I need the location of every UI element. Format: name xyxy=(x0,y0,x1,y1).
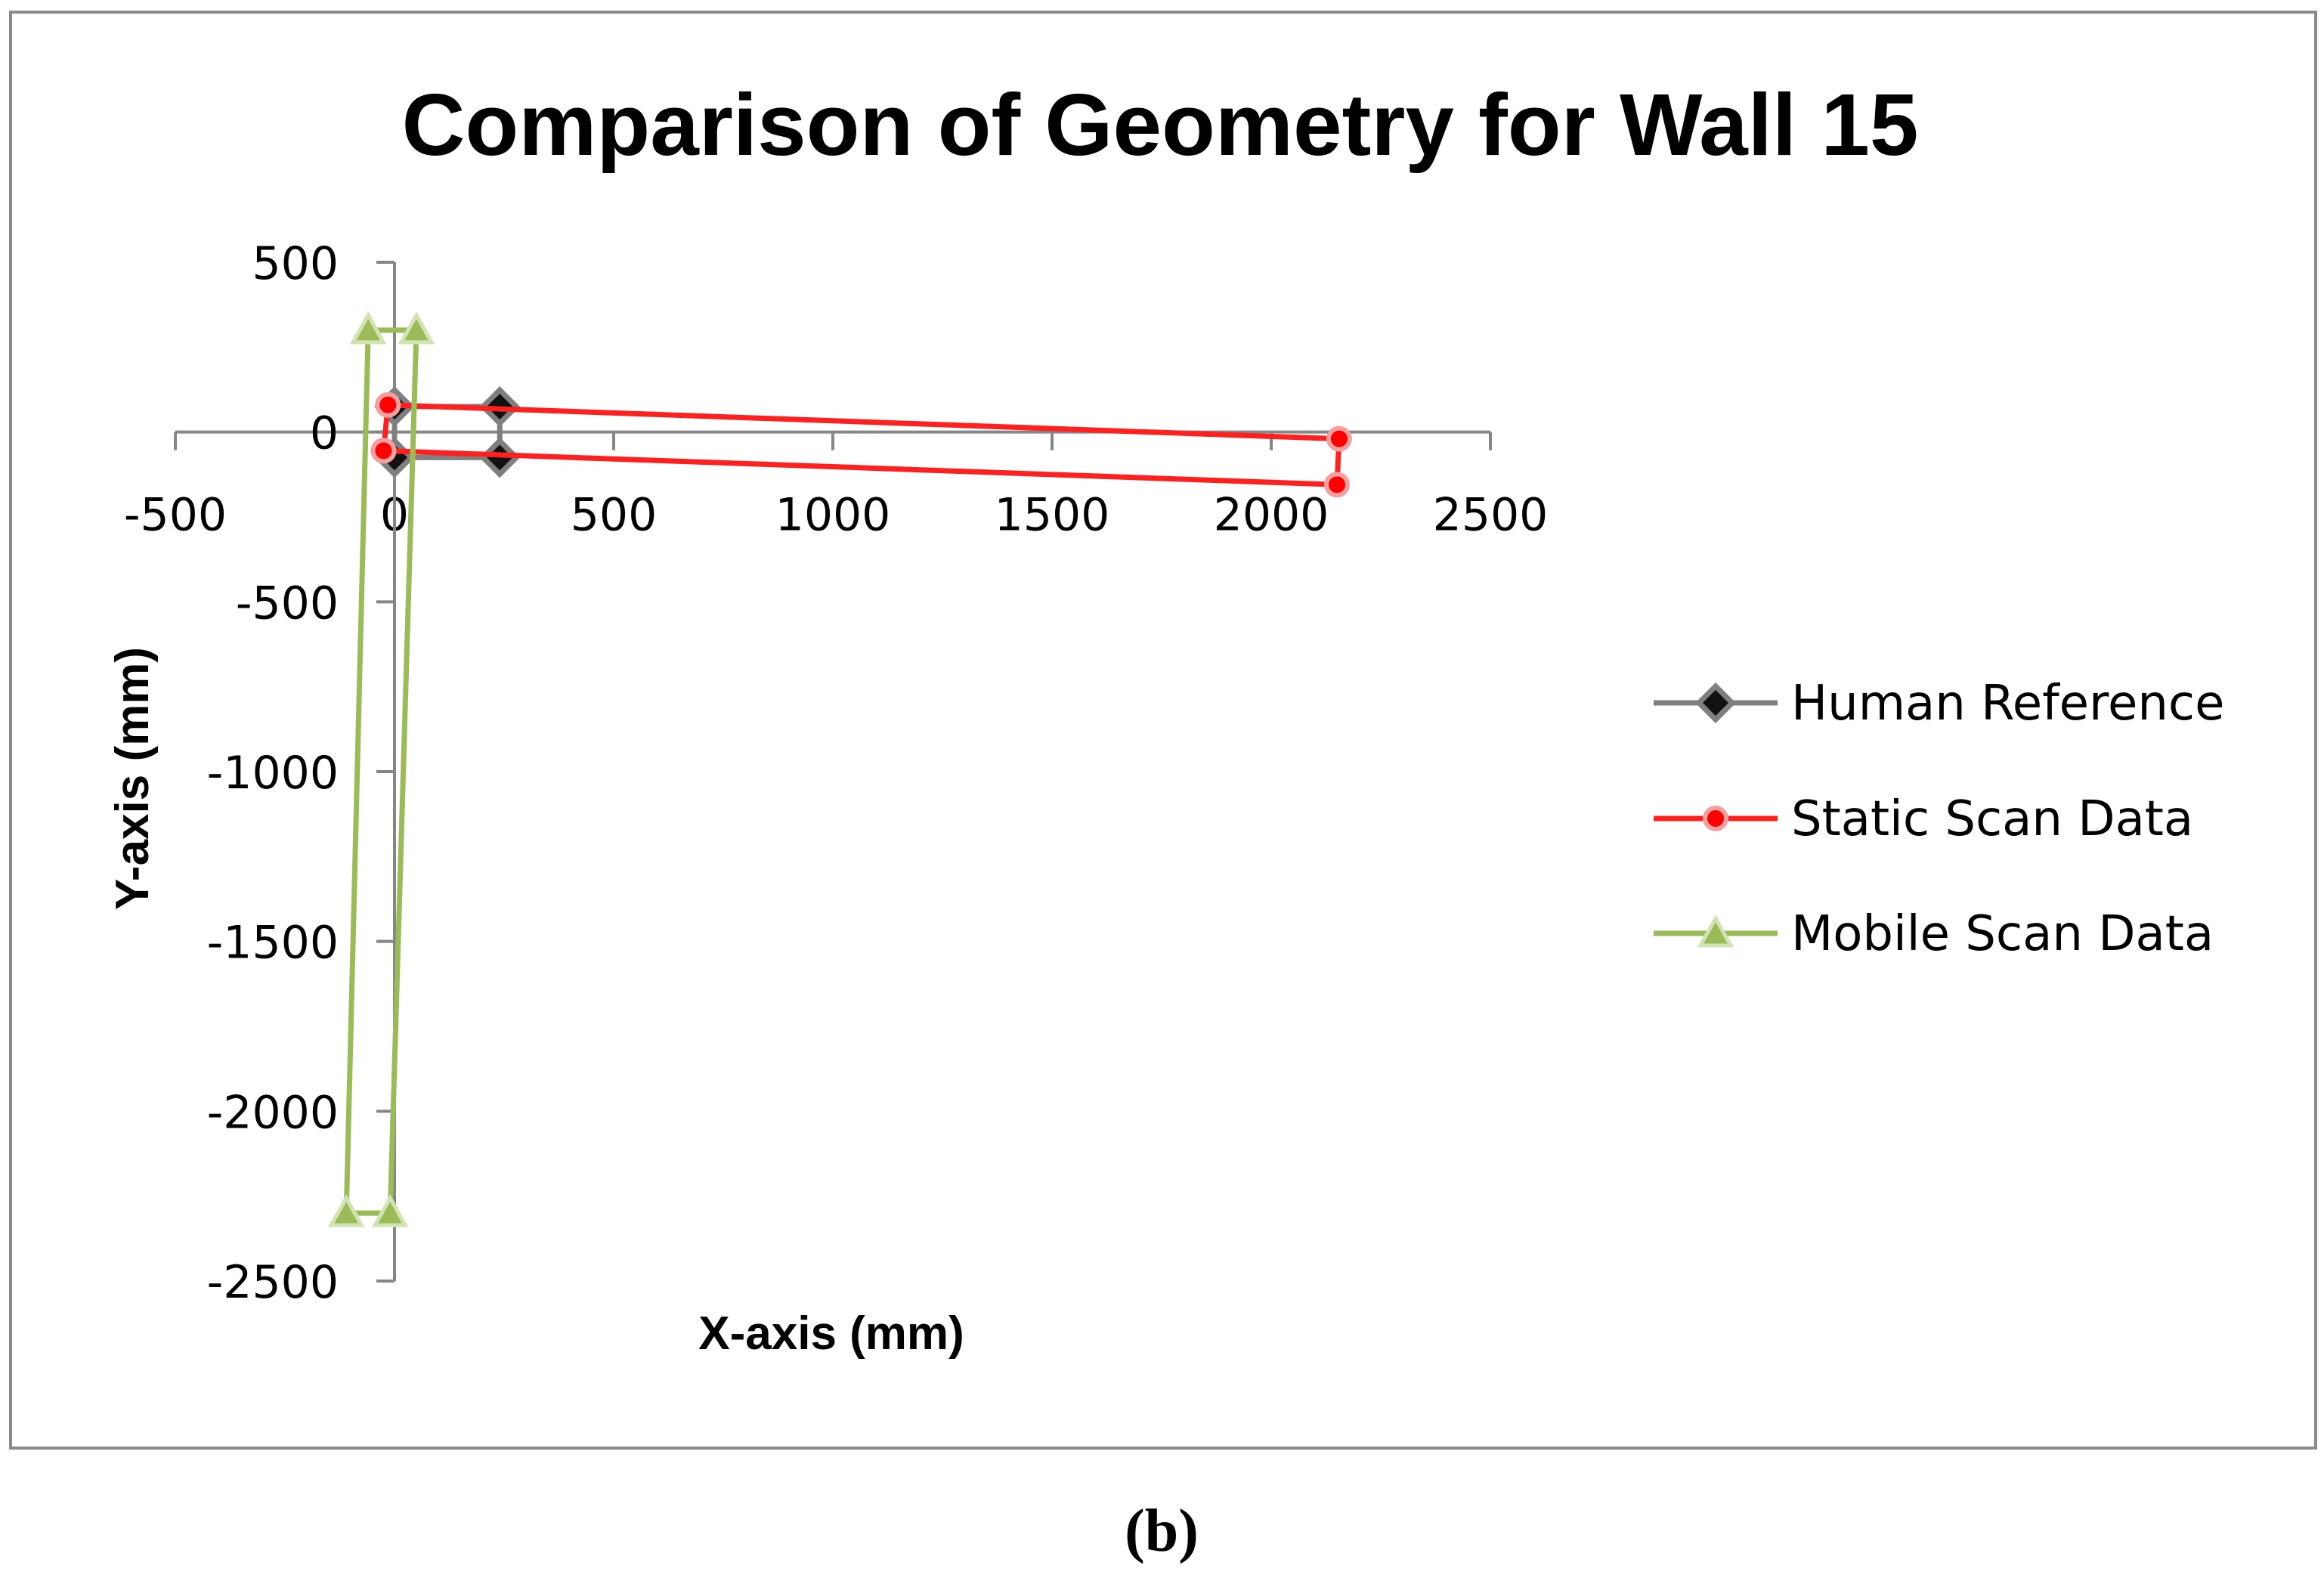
x-tick-label: -500 xyxy=(124,489,227,542)
y-tick-label: -1000 xyxy=(207,747,339,800)
series-static-scan-data xyxy=(370,391,1352,498)
legend-entry: Human Reference xyxy=(1654,676,2224,732)
chart-title: Comparison of Geometry for Wall 15 xyxy=(402,76,1919,174)
legend-label: Human Reference xyxy=(1791,676,2224,732)
x-tick-label: 2000 xyxy=(1214,489,1329,542)
legend-entry: Mobile Scan Data xyxy=(1654,906,2214,962)
data-point xyxy=(349,311,387,345)
figure-caption: (b) xyxy=(1125,1498,1199,1564)
legend-marker xyxy=(1695,682,1736,723)
data-point xyxy=(370,438,397,464)
y-tick-label: -500 xyxy=(236,577,339,630)
y-tick-label: 500 xyxy=(252,237,339,290)
y-tick-label: -2500 xyxy=(207,1256,339,1309)
legend-entry: Static Scan Data xyxy=(1654,791,2193,847)
y-tick-label: -1500 xyxy=(207,917,339,970)
data-point xyxy=(327,1193,365,1227)
legend-marker xyxy=(1697,914,1734,948)
legend-marker xyxy=(1703,806,1728,831)
axes: -500 0 500 1000 1500 2000 25005000-500-1000-15… xyxy=(124,237,1548,1309)
x-tick-label: 1500 xyxy=(995,489,1110,542)
x-tick-label: 2500 xyxy=(1433,489,1549,542)
legend: Human Reference Static Scan Data Mobile Sc… xyxy=(1654,676,2224,962)
y-axis-title: Y-axis (mm) xyxy=(107,647,159,910)
legend-label: Static Scan Data xyxy=(1791,791,2193,847)
y-tick-label: -2000 xyxy=(207,1086,339,1139)
data-point xyxy=(375,391,401,418)
data-point xyxy=(1326,425,1352,452)
y-tick-label: 0 xyxy=(310,407,339,460)
x-tick-label: 500 xyxy=(571,489,658,542)
series-layer xyxy=(327,311,1352,1227)
series-mobile-scan-data xyxy=(327,311,435,1227)
data-point xyxy=(371,1193,409,1227)
data-point xyxy=(398,311,435,345)
data-point xyxy=(1324,472,1350,498)
x-axis-title: X-axis (mm) xyxy=(698,1307,964,1360)
x-tick-label: 1000 xyxy=(775,489,891,542)
legend-label: Mobile Scan Data xyxy=(1791,906,2214,962)
